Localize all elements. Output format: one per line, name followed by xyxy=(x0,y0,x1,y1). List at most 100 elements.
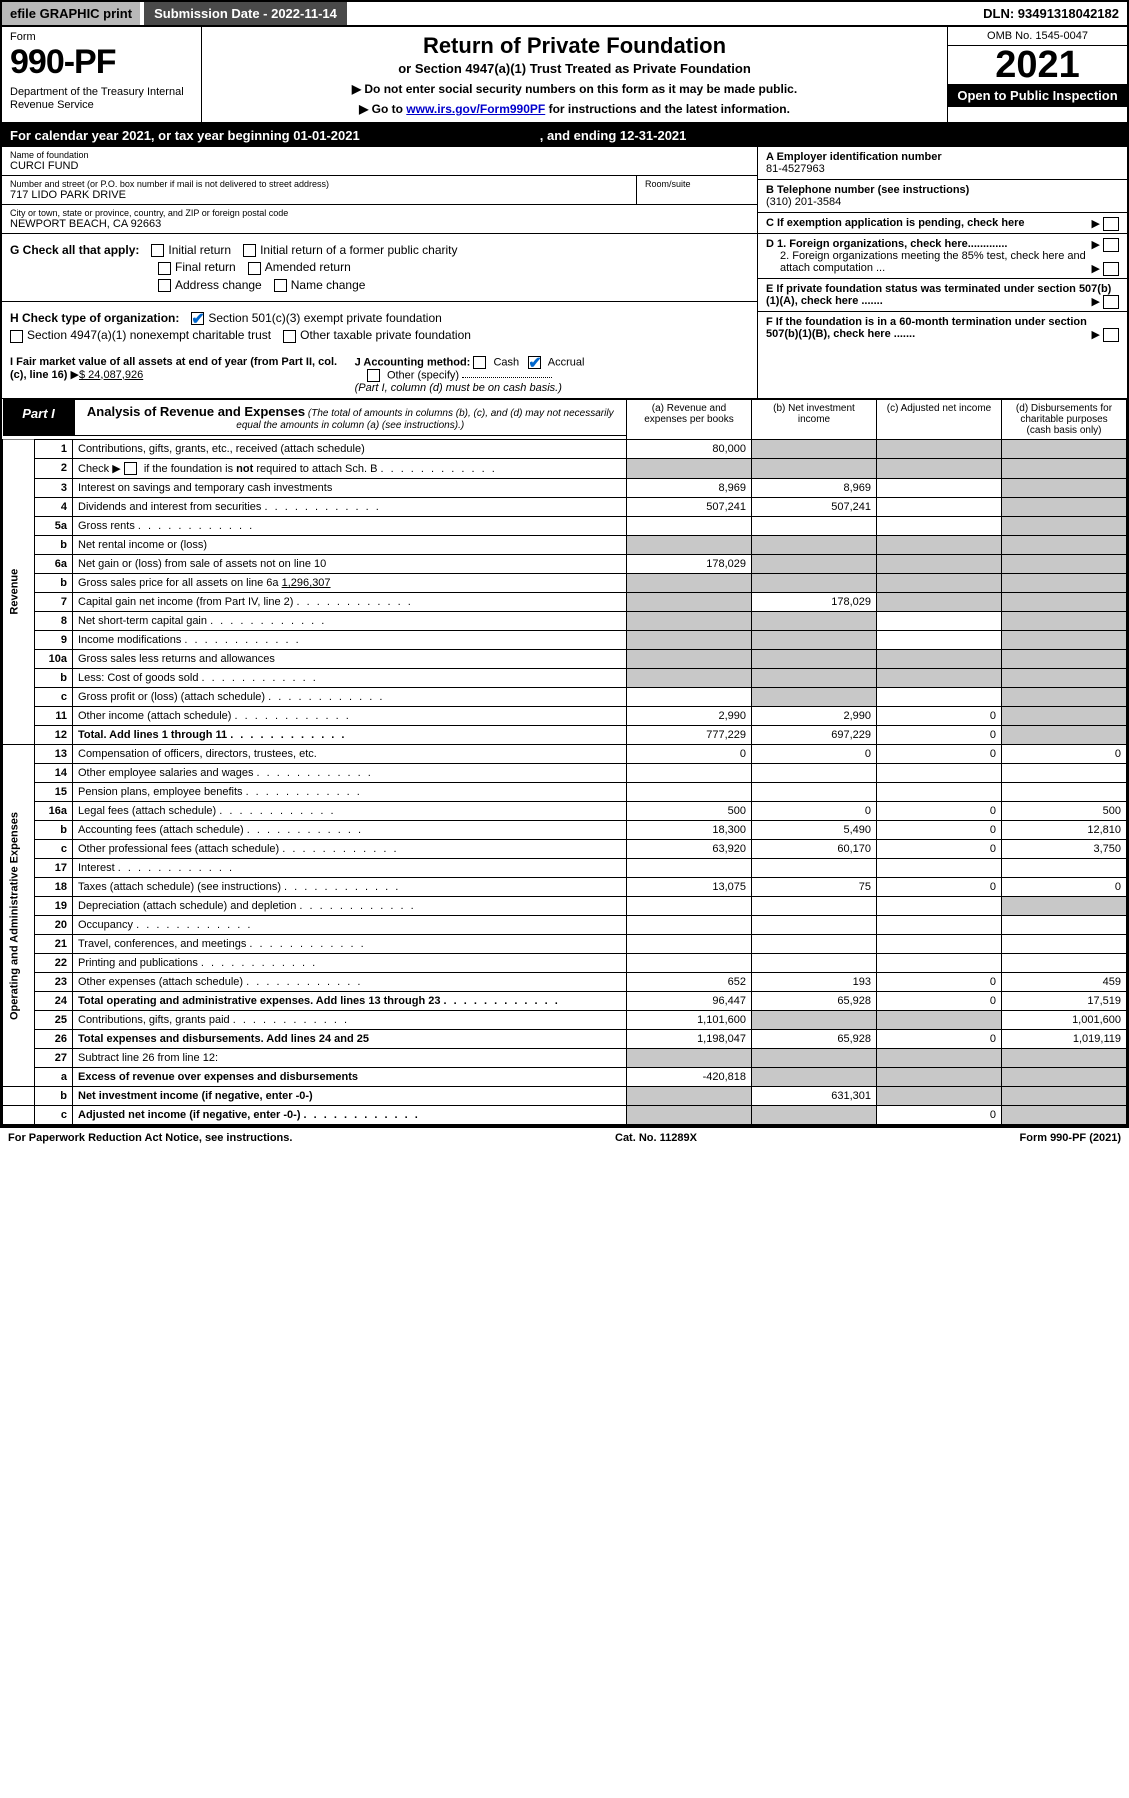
cell-b: 507,241 xyxy=(752,498,877,517)
chk-d1[interactable] xyxy=(1103,238,1119,252)
row-num: 24 xyxy=(35,992,73,1011)
cell-d xyxy=(1002,1106,1127,1125)
cell-b xyxy=(752,935,877,954)
table-row: 16aLegal fees (attach schedule) 50000500 xyxy=(3,802,1127,821)
cell-b xyxy=(752,688,877,707)
chk-4947[interactable] xyxy=(10,330,23,343)
cell-a xyxy=(627,916,752,935)
table-row: bNet investment income (if negative, ent… xyxy=(3,1087,1127,1106)
addr-lbl: Number and street (or P.O. box number if… xyxy=(10,179,628,189)
table-row: 3Interest on savings and temporary cash … xyxy=(3,479,1127,498)
table-row: 7Capital gain net income (from Part IV, … xyxy=(3,593,1127,612)
submission-date: Submission Date - 2022-11-14 xyxy=(144,2,347,25)
table-row: 17Interest xyxy=(3,859,1127,878)
note-goto: ▶ Go to www.irs.gov/Form990PF for instru… xyxy=(212,102,937,116)
row-num: c xyxy=(35,840,73,859)
row-desc: Gross sales less returns and allowances xyxy=(73,650,627,669)
tax-year: 2021 xyxy=(948,46,1127,84)
cell-b xyxy=(752,439,877,458)
chk-c[interactable] xyxy=(1103,217,1119,231)
chk-other-acct[interactable] xyxy=(367,369,380,382)
ein-val: 81-4527963 xyxy=(766,163,1119,175)
cell-a xyxy=(627,935,752,954)
row-desc: Adjusted net income (if negative, enter … xyxy=(73,1106,627,1125)
cell-b: 2,990 xyxy=(752,707,877,726)
g2: Final return xyxy=(175,260,236,274)
chk-initial[interactable] xyxy=(151,244,164,257)
cell-c xyxy=(877,1087,1002,1106)
row-num: 23 xyxy=(35,973,73,992)
cell-a: 507,241 xyxy=(627,498,752,517)
row-desc: Taxes (attach schedule) (see instruction… xyxy=(73,878,627,897)
cell-a: 80,000 xyxy=(627,439,752,458)
chk-amended[interactable] xyxy=(248,262,261,275)
chk-d2[interactable] xyxy=(1103,262,1119,276)
chk-accrual[interactable] xyxy=(528,356,541,369)
row-num: b xyxy=(35,574,73,593)
chk-other-taxable[interactable] xyxy=(283,330,296,343)
chk-e[interactable] xyxy=(1103,295,1119,309)
chk-addr-change[interactable] xyxy=(158,279,171,292)
address-cell: Number and street (or P.O. box number if… xyxy=(2,176,637,205)
cell-c: 0 xyxy=(877,726,1002,745)
h-checks: H Check type of organization: Section 50… xyxy=(2,302,757,352)
chk-final[interactable] xyxy=(158,262,171,275)
row-desc: Contributions, gifts, grants, etc., rece… xyxy=(73,439,627,458)
cell-c: 0 xyxy=(877,821,1002,840)
cell-a: 63,920 xyxy=(627,840,752,859)
row-desc: Other income (attach schedule) xyxy=(73,707,627,726)
chk-f[interactable] xyxy=(1103,328,1119,342)
cell-c xyxy=(877,688,1002,707)
chk-initial-former[interactable] xyxy=(243,244,256,257)
cell-d: 459 xyxy=(1002,973,1127,992)
table-row: bNet rental income or (loss) xyxy=(3,536,1127,555)
cell-d xyxy=(1002,1087,1127,1106)
cell-a: 500 xyxy=(627,802,752,821)
form-header: Form 990-PF Department of the Treasury I… xyxy=(2,27,1127,124)
form-container: efile GRAPHIC print Submission Date - 20… xyxy=(0,0,1129,1127)
form-word: Form xyxy=(10,31,193,43)
cell-a: 1,101,600 xyxy=(627,1011,752,1030)
col-d-head: (d) Disbursements for charitable purpose… xyxy=(1002,399,1127,439)
city-lbl: City or town, state or province, country… xyxy=(10,208,749,218)
cell-d xyxy=(1002,897,1127,916)
irs-link[interactable]: www.irs.gov/Form990PF xyxy=(406,102,545,116)
row-desc: Accounting fees (attach schedule) xyxy=(73,821,627,840)
ein-lbl: A Employer identification number xyxy=(766,151,1119,163)
table-row: cOther professional fees (attach schedul… xyxy=(3,840,1127,859)
cell-c: 0 xyxy=(877,802,1002,821)
cell-c xyxy=(877,479,1002,498)
chk-schb[interactable] xyxy=(124,462,137,475)
cell-a: 178,029 xyxy=(627,555,752,574)
j1: Cash xyxy=(493,356,519,368)
chk-501c3[interactable] xyxy=(191,312,204,325)
row-num: 6a xyxy=(35,555,73,574)
chk-name-change[interactable] xyxy=(274,279,287,292)
ein-block: A Employer identification number 81-4527… xyxy=(758,147,1127,180)
cell-b xyxy=(752,859,877,878)
row-num: 11 xyxy=(35,707,73,726)
table-row: bGross sales price for all assets on lin… xyxy=(3,574,1127,593)
cell-d: 1,019,119 xyxy=(1002,1030,1127,1049)
cell-b: 631,301 xyxy=(752,1087,877,1106)
chk-cash[interactable] xyxy=(473,356,486,369)
expenses-side-label: Operating and Administrative Expenses xyxy=(3,745,35,1087)
cell-b xyxy=(752,536,877,555)
table-row: 10aGross sales less returns and allowanc… xyxy=(3,650,1127,669)
cell-a xyxy=(627,517,752,536)
row-num: 16a xyxy=(35,802,73,821)
cell-a xyxy=(627,1049,752,1068)
row-desc: Legal fees (attach schedule) xyxy=(73,802,627,821)
row-desc: Occupancy xyxy=(73,916,627,935)
row-desc: Printing and publications xyxy=(73,954,627,973)
table-row: 14Other employee salaries and wages xyxy=(3,764,1127,783)
row-desc: Interest on savings and temporary cash i… xyxy=(73,479,627,498)
table-row: 5aGross rents xyxy=(3,517,1127,536)
cell-d xyxy=(1002,1068,1127,1087)
cell-d xyxy=(1002,555,1127,574)
table-row: 8Net short-term capital gain xyxy=(3,612,1127,631)
row-num: c xyxy=(35,1106,73,1125)
cell-c xyxy=(877,669,1002,688)
row-num: 3 xyxy=(35,479,73,498)
cell-a xyxy=(627,764,752,783)
